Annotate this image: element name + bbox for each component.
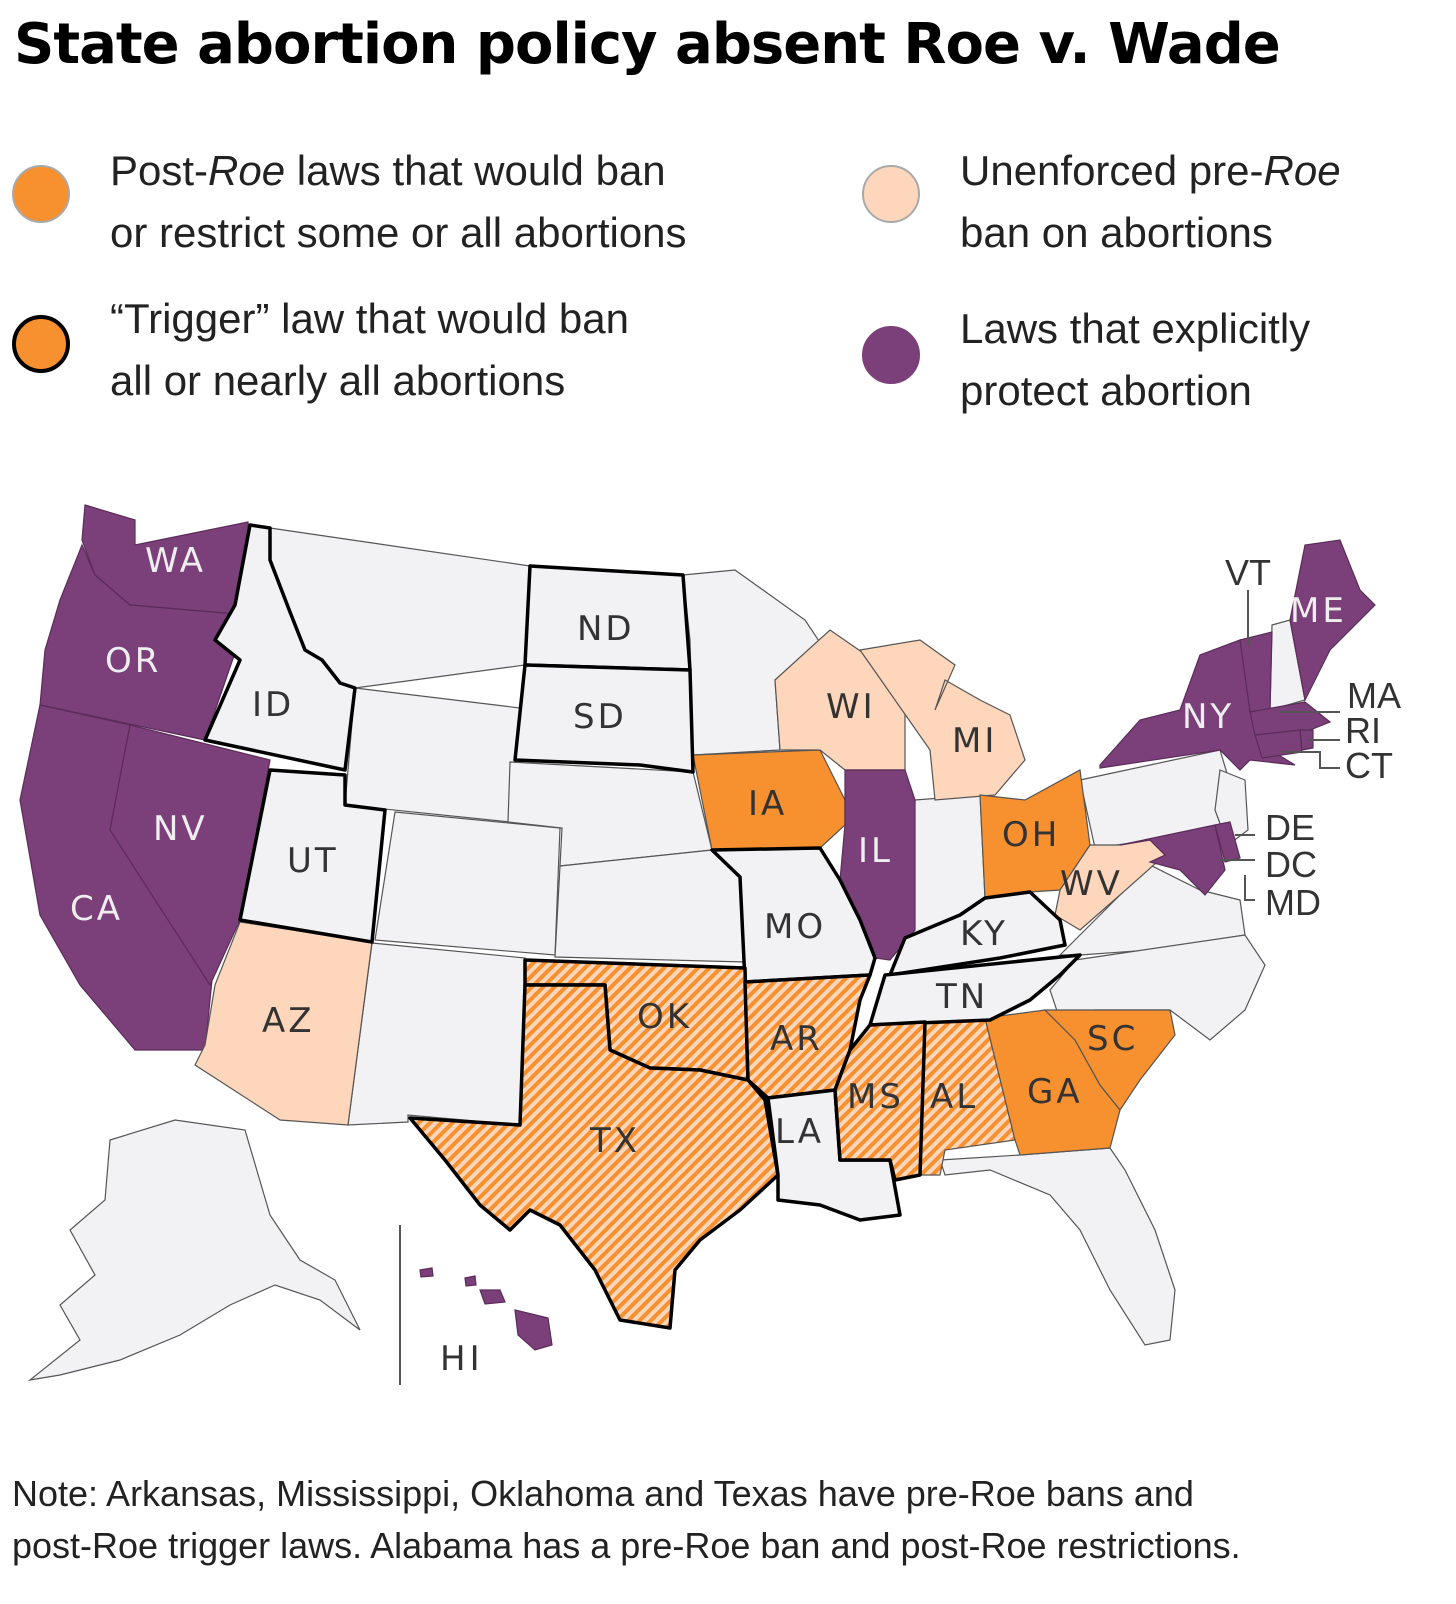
legend-label-protect-line1: Laws that explicitly <box>960 305 1311 352</box>
footnote: Note: Arkansas, Mississippi, Oklahoma an… <box>12 1468 1241 1572</box>
label-md: MD <box>1265 882 1321 923</box>
label-wi: WI <box>826 687 876 727</box>
state-idaho <box>203 523 357 772</box>
label-al: AL <box>930 1077 978 1117</box>
label-az: AZ <box>262 1001 315 1041</box>
label-vt: VT <box>1225 552 1271 593</box>
label-ok: OK <box>637 997 692 1037</box>
state-nevada <box>109 724 271 987</box>
label-or: OR <box>105 641 161 681</box>
label-de: DE <box>1265 807 1315 848</box>
state-new-mexico <box>347 942 526 1126</box>
state-south-carolina <box>1043 1009 1176 1112</box>
legend-swatch-post-roe <box>12 165 70 223</box>
label-il: IL <box>858 831 893 871</box>
label-ga: GA <box>1027 1072 1083 1112</box>
state-florida <box>939 1147 1176 1346</box>
legend-swatch-trigger <box>12 315 70 373</box>
state-rhode-island <box>1299 729 1314 751</box>
label-tx: TX <box>589 1121 640 1161</box>
label-nv: NV <box>153 809 208 849</box>
footnote-line-1: Note: Arkansas, Mississippi, Oklahoma an… <box>12 1473 1194 1514</box>
legend-label-pre-roe-line2: ban on abortions <box>960 209 1273 256</box>
legend-label-protect-line2: protect abortion <box>960 367 1252 414</box>
state-missouri <box>710 846 877 984</box>
state-illinois <box>839 769 916 961</box>
label-ut: UT <box>287 841 339 881</box>
label-oh: OH <box>1002 815 1060 855</box>
state-kansas <box>554 849 746 963</box>
legend-swatch-pre-roe <box>862 165 920 223</box>
legend-label-trigger-line2: all or nearly all abortions <box>110 357 566 404</box>
state-alaska <box>27 1119 361 1381</box>
state-hawaii <box>419 1267 553 1351</box>
label-ct: CT <box>1345 745 1393 786</box>
state-iowa <box>692 749 846 851</box>
label-ms: MS <box>847 1077 904 1117</box>
state-maryland <box>1119 824 1226 896</box>
map-title: State abortion policy absent Roe v. Wade <box>14 12 1281 77</box>
state-wyoming <box>344 687 521 823</box>
label-ky: KY <box>960 914 1008 954</box>
label-sc: SC <box>1087 1019 1138 1059</box>
state-utah <box>238 768 387 944</box>
label-ca: CA <box>70 889 123 929</box>
label-nd: ND <box>577 609 635 649</box>
label-sd: SD <box>573 697 627 737</box>
state-mississippi <box>833 1020 927 1182</box>
label-wv: WV <box>1060 864 1123 904</box>
label-ny: NY <box>1182 697 1234 737</box>
state-north-carolina <box>1049 934 1266 1041</box>
label-hi: HI <box>440 1339 484 1379</box>
label-tn: TN <box>935 977 988 1017</box>
label-ma: MA <box>1347 675 1401 716</box>
footnote-line-2: post-Roe trigger laws. Alabama has a pre… <box>12 1525 1241 1566</box>
label-me: ME <box>1290 591 1347 631</box>
state-massachusetts <box>1249 701 1332 736</box>
label-la: LA <box>775 1112 824 1152</box>
label-id: ID <box>252 685 294 725</box>
state-connecticut <box>1254 729 1303 759</box>
state-maine <box>1289 539 1376 702</box>
state-michigan <box>858 639 1026 801</box>
legend-swatch-protect <box>862 326 920 384</box>
label-ri: RI <box>1345 710 1381 751</box>
state-texas <box>408 983 780 1330</box>
label-dc: DC <box>1265 844 1317 885</box>
state-delaware <box>1214 821 1241 863</box>
state-colorado <box>374 811 561 956</box>
label-mo: MO <box>764 907 826 947</box>
state-arizona <box>194 921 373 1126</box>
label-mi: MI <box>952 721 997 761</box>
legend-label-trigger-line1: “Trigger” law that would ban <box>110 295 630 342</box>
label-wa: WA <box>145 541 206 581</box>
us-map: WA OR CA NV ID UT AZ ND SD IA MO WI MI I… <box>19 504 1401 1385</box>
legend-label-post-roe-line2: or restrict some or all abortions <box>110 209 687 256</box>
state-south-dakota <box>513 663 695 774</box>
label-ar: AR <box>770 1019 823 1059</box>
label-ia: IA <box>748 784 787 824</box>
